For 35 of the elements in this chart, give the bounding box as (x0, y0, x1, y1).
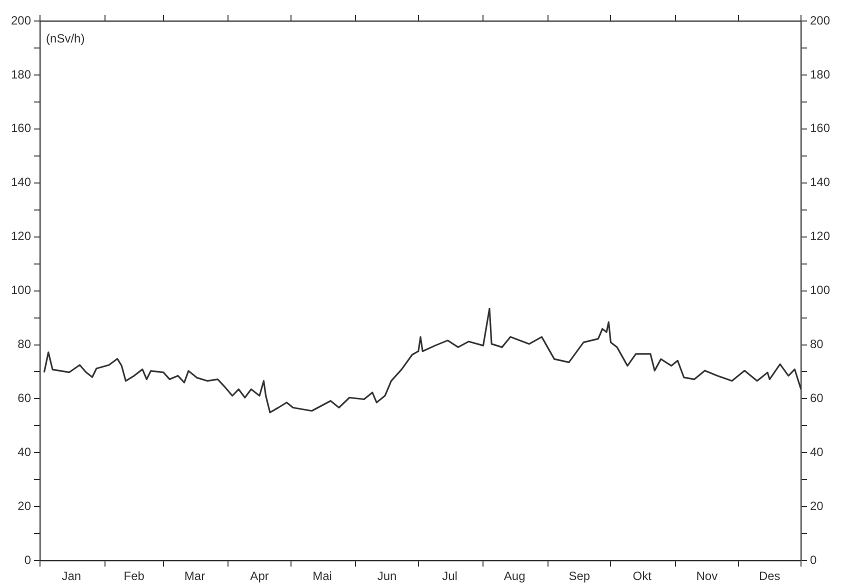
y2-tick-label: 160 (810, 121, 830, 136)
x-tick-label: Mar (184, 569, 206, 584)
x-tick-label: Sep (568, 569, 590, 584)
y-tick-label: 0 (24, 552, 32, 567)
x-tick-label: Jan (62, 569, 82, 584)
y2-tick-label: 0 (810, 552, 817, 567)
x-tick-label: Des (758, 569, 780, 584)
y-tick-label: 80 (18, 337, 32, 352)
y2-tick-label: 40 (810, 444, 824, 459)
y2-tick-label: 20 (810, 498, 824, 513)
x-tick-label: Jul (442, 569, 458, 584)
x-tick-label: Feb (124, 569, 145, 584)
y-axis-title: (nSv/h) (46, 31, 85, 46)
x-tick-label: Mai (312, 569, 332, 584)
y-tick-label: 40 (18, 444, 32, 459)
y2-tick-label: 120 (810, 229, 830, 244)
x-tick-label: Apr (250, 569, 269, 584)
x-tick-label: Okt (632, 569, 652, 584)
y2-tick-label: 80 (810, 337, 824, 352)
x-tick-label: Aug (504, 569, 526, 584)
y-tick-label: 140 (10, 175, 32, 190)
y2-tick-label: 200 (810, 13, 830, 28)
y2-tick-label: 60 (810, 391, 824, 406)
x-tick-label: Nov (696, 569, 718, 584)
y-tick-label: 20 (18, 498, 32, 513)
y2-tick-label: 140 (810, 175, 830, 190)
y2-tick-label: 180 (810, 67, 830, 82)
y-tick-label: 100 (10, 283, 32, 298)
y-tick-label: 180 (10, 67, 32, 82)
y-tick-label: 160 (10, 121, 32, 136)
y-tick-label: 60 (18, 391, 32, 406)
x-tick-label: Jun (377, 569, 397, 584)
y2-tick-label: 100 (810, 283, 830, 298)
y-tick-label: 120 (10, 229, 32, 244)
y-tick-label: 200 (10, 13, 32, 28)
